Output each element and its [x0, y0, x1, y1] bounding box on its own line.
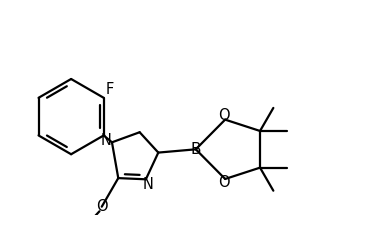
Text: F: F [106, 82, 114, 97]
Text: O: O [218, 175, 230, 190]
Text: O: O [96, 199, 108, 214]
Text: N: N [101, 133, 112, 148]
Text: O: O [218, 108, 230, 124]
Text: N: N [143, 177, 154, 192]
Text: B: B [191, 142, 201, 157]
